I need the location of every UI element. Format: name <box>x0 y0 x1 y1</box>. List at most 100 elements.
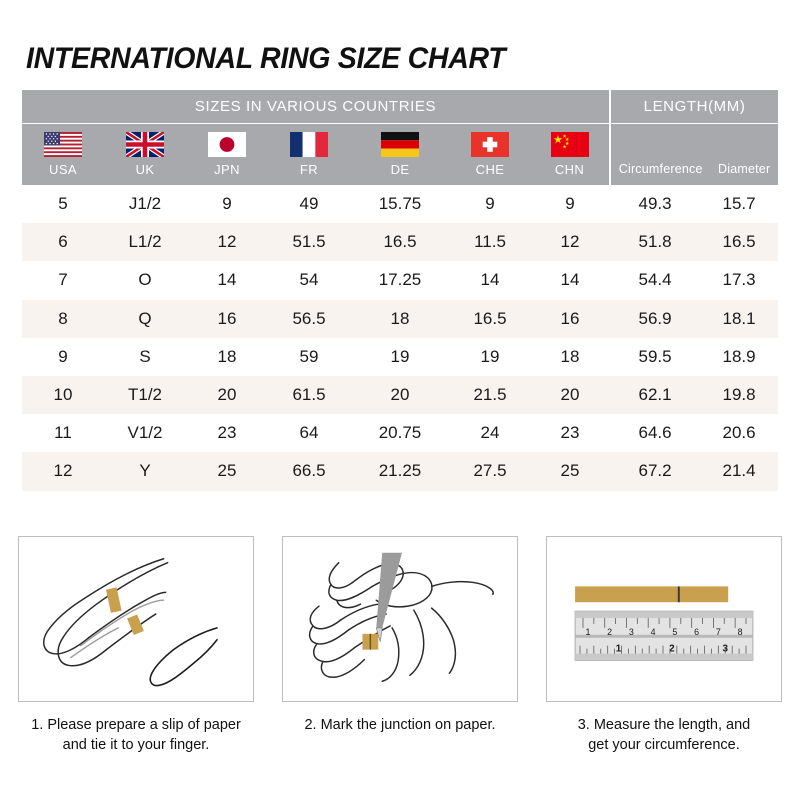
column-header-length-group: Circumference Diameter <box>609 123 779 185</box>
table-cell: 19 <box>450 337 530 376</box>
step-3-caption-line1: 3. Measure the length, and <box>577 717 751 733</box>
table-cell: 67.2 <box>610 452 701 491</box>
column-label-circumference: Circumference <box>618 162 703 176</box>
svg-text:2: 2 <box>607 627 612 637</box>
table-group-header-row: SIZES IN VARIOUS COUNTRIES LENGTH(MM) <box>22 90 779 124</box>
table-cell: 12 <box>530 223 611 262</box>
table-cell: 5 <box>22 185 104 224</box>
step-3-caption-line2: get your circumference. <box>588 737 740 753</box>
table-row: 10 T1/2 20 61.5 20 21.5 20 62.1 19.8 <box>22 375 779 415</box>
table-cell: V1/2 <box>104 414 186 453</box>
table-cell: 18 <box>186 337 268 376</box>
flag-switzerland-icon <box>471 131 509 157</box>
table-cell: 9 <box>22 337 104 376</box>
table-cell: 19 <box>350 337 450 376</box>
table-row: 12 Y 25 66.5 21.25 27.5 25 67.2 21.4 <box>22 452 779 491</box>
table-cell: 51.8 <box>610 223 701 262</box>
column-label-che: CHE <box>475 161 505 177</box>
group-header-length: LENGTH(MM) <box>609 90 779 124</box>
column-label-jpn: JPN <box>214 161 240 177</box>
table-cell: 62.1 <box>610 375 701 415</box>
flag-france-icon <box>290 131 328 157</box>
table-cell: 20 <box>350 375 450 415</box>
page-title: INTERNATIONAL RING SIZE CHART <box>26 42 506 75</box>
table-cell: 16.5 <box>350 223 450 262</box>
instruction-step-1: 1. Please prepare a slip of paper and ti… <box>18 536 254 755</box>
table-cell: 14 <box>450 261 530 300</box>
svg-text:3: 3 <box>629 627 634 637</box>
table-cell: 64 <box>268 414 350 453</box>
svg-text:2: 2 <box>669 644 675 655</box>
flag-japan-icon <box>208 131 246 157</box>
svg-text:7: 7 <box>716 627 721 637</box>
table-row: 11 V1/2 23 64 20.75 24 23 64.6 20.6 <box>22 414 779 453</box>
column-header-uk: UK <box>104 123 186 185</box>
table-cell: 16.5 <box>700 223 779 262</box>
table-cell: 9 <box>186 185 268 224</box>
table-cell: 20 <box>530 375 611 415</box>
ring-size-table: SIZES IN VARIOUS COUNTRIES LENGTH(MM) <box>22 90 779 491</box>
table-cell: 21.4 <box>700 452 779 491</box>
table-cell: 10 <box>22 375 104 415</box>
table-cell: 54 <box>268 261 350 300</box>
table-cell: 19.8 <box>700 375 779 415</box>
table-cell: 16 <box>186 299 268 338</box>
table-cell: 23 <box>186 414 268 453</box>
ruler-body: 12 34 56 78 123 <box>574 610 754 661</box>
step-1-caption: 1. Please prepare a slip of paper and ti… <box>18 715 254 755</box>
table-cell: 25 <box>530 452 611 491</box>
step-1-caption-line2: and tie it to your finger. <box>62 737 210 753</box>
step-3-illustration: 12 34 56 78 123 <box>546 536 782 702</box>
table-cell: Y <box>104 452 186 491</box>
svg-text:4: 4 <box>651 627 656 637</box>
paper-strip-measured <box>575 586 729 603</box>
instruction-step-2: 2. Mark the junction on paper. <box>282 536 518 755</box>
flag-china-icon <box>550 131 589 157</box>
hand-with-paper-strip-icon <box>43 557 218 687</box>
ruler-measuring-strip-icon: 12 34 56 78 123 <box>574 586 754 661</box>
flag-usa-icon <box>44 131 82 157</box>
flag-germany-icon <box>381 131 419 157</box>
table-cell: 7 <box>22 261 104 300</box>
step-3-caption: 3. Measure the length, and get your circ… <box>546 715 782 755</box>
table-cell: 9 <box>450 185 530 224</box>
table-cell: 11.5 <box>450 223 530 262</box>
table-cell: 54.4 <box>610 261 701 300</box>
table-cell: 17.3 <box>700 261 779 300</box>
column-header-chn: CHN <box>530 123 611 185</box>
svg-text:1: 1 <box>616 644 622 655</box>
step-2-caption-line1: 2. Mark the junction on paper. <box>304 717 496 733</box>
table-cell: 51.5 <box>268 223 350 262</box>
table-cell: 21.5 <box>450 375 530 415</box>
table-cell: 12 <box>186 223 268 262</box>
column-label-fr: FR <box>299 161 319 177</box>
table-cell: 6 <box>22 223 104 262</box>
table-cell: O <box>104 261 186 300</box>
table-cell: L1/2 <box>104 223 186 262</box>
table-cell: 18.9 <box>700 337 779 376</box>
column-label-uk: UK <box>135 161 155 177</box>
svg-text:5: 5 <box>672 627 677 637</box>
table-row: 6 L1/2 12 51.5 16.5 11.5 12 51.8 16.5 <box>22 223 779 262</box>
step-1-illustration <box>18 536 254 702</box>
table-cell: 18.1 <box>700 299 779 338</box>
table-body: 5 J1/2 9 49 15.75 9 9 49.3 15.7 6 L1/2 12 51.5 16.5 11… <box>22 185 779 491</box>
table-cell: 24 <box>450 414 530 453</box>
hand-marking-with-pen-icon <box>308 552 494 682</box>
column-header-jpn: JPN <box>186 123 268 185</box>
table-cell: 17.25 <box>350 261 450 300</box>
table-cell: 56.5 <box>268 299 350 338</box>
table-column-header-row: USA UK <box>22 123 779 185</box>
table-cell: 49.3 <box>610 185 701 224</box>
column-label-chn: CHN <box>554 161 585 177</box>
column-label-de: DE <box>390 161 410 177</box>
flag-uk-icon <box>126 131 164 157</box>
column-label-diameter: Diameter <box>718 162 771 176</box>
table-cell: 25 <box>186 452 268 491</box>
svg-text:8: 8 <box>738 627 743 637</box>
table-cell: 56.9 <box>610 299 701 338</box>
table-cell: 16.5 <box>450 299 530 338</box>
table-cell: 20.75 <box>350 414 450 453</box>
table-row: 5 J1/2 9 49 15.75 9 9 49.3 15.7 <box>22 185 779 224</box>
